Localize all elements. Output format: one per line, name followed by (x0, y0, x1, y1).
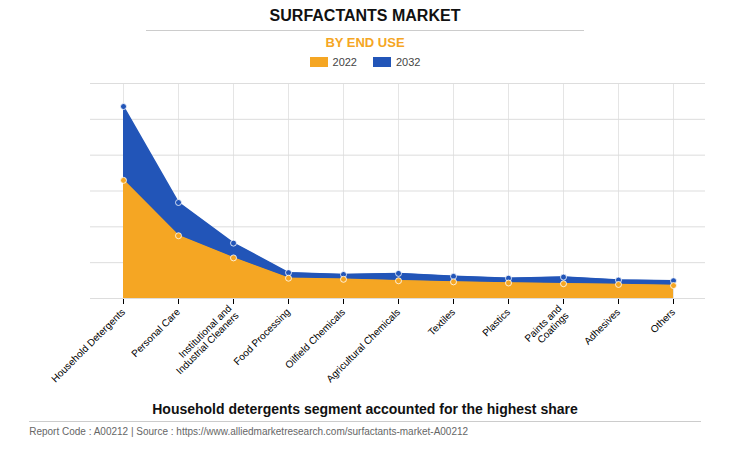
svg-text:Adhesives: Adhesives (582, 306, 622, 346)
svg-text:Oilfield Chemicals: Oilfield Chemicals (283, 306, 347, 370)
svg-text:Institutional andIndustrial Cl: Institutional andIndustrial Cleaners (167, 303, 241, 377)
svg-text:Textiles: Textiles (426, 306, 457, 337)
html-text:2022: 2022 (332, 56, 357, 68)
html-text:Household detergents segment a: Household detergents segment accounted f… (152, 401, 578, 417)
svg-text:Food Processing: Food Processing (231, 306, 292, 367)
svg-text:Paints andCoatings: Paints andCoatings (522, 303, 570, 351)
svg-text:Personal Care: Personal Care (129, 306, 182, 359)
svg-text:Household Detergents: Household Detergents (49, 306, 127, 384)
svg-text:Plastics: Plastics (480, 306, 512, 338)
svg-text:Others: Others (648, 306, 677, 335)
html-text:BY END USE: BY END USE (325, 35, 405, 50)
svg-text:Agricultural Chemicals: Agricultural Chemicals (324, 306, 402, 384)
html-text:SURFACTANTS MARKET: SURFACTANTS MARKET (269, 7, 461, 24)
html-text:Report Code : A00212 | Source: Report Code : A00212 | Source : https://… (29, 426, 469, 437)
html-text:2032: 2032 (396, 56, 421, 68)
